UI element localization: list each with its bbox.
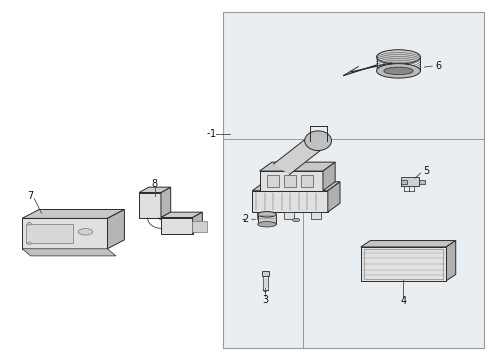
- Polygon shape: [274, 135, 326, 175]
- Text: 3: 3: [263, 295, 269, 305]
- Polygon shape: [107, 210, 124, 249]
- Bar: [26, 224, 73, 243]
- Ellipse shape: [305, 131, 331, 150]
- Ellipse shape: [376, 64, 420, 78]
- Bar: [267, 175, 279, 187]
- Bar: [284, 212, 294, 219]
- Bar: [301, 175, 313, 187]
- Bar: [223, 12, 484, 348]
- Bar: [419, 180, 425, 184]
- Ellipse shape: [384, 67, 413, 75]
- Bar: [260, 171, 323, 191]
- Text: -: -: [242, 214, 245, 224]
- Text: 5: 5: [423, 166, 429, 176]
- Ellipse shape: [261, 218, 268, 222]
- Text: 1: 1: [210, 129, 217, 139]
- Ellipse shape: [293, 218, 300, 222]
- Polygon shape: [193, 212, 202, 234]
- Polygon shape: [161, 212, 202, 217]
- Polygon shape: [323, 162, 335, 191]
- Polygon shape: [328, 182, 340, 212]
- Polygon shape: [161, 187, 171, 217]
- Bar: [401, 177, 419, 186]
- Text: 2: 2: [243, 214, 249, 224]
- Text: 8: 8: [152, 179, 158, 189]
- Bar: [364, 249, 443, 279]
- Polygon shape: [139, 187, 171, 193]
- Polygon shape: [22, 249, 116, 256]
- Text: 7: 7: [27, 191, 33, 201]
- Polygon shape: [361, 240, 456, 247]
- Bar: [22, 219, 107, 249]
- Text: -: -: [207, 129, 210, 139]
- Bar: [252, 191, 328, 212]
- Bar: [257, 212, 267, 219]
- Ellipse shape: [258, 222, 276, 227]
- Bar: [139, 193, 161, 217]
- Polygon shape: [252, 182, 340, 191]
- Bar: [311, 212, 320, 219]
- Ellipse shape: [376, 50, 420, 64]
- Bar: [192, 221, 207, 232]
- Bar: [361, 247, 446, 281]
- Bar: [161, 217, 193, 234]
- Text: 6: 6: [435, 61, 441, 71]
- Ellipse shape: [27, 222, 31, 225]
- Ellipse shape: [78, 229, 93, 235]
- Text: 4: 4: [400, 296, 406, 306]
- Bar: [258, 214, 276, 224]
- Polygon shape: [22, 210, 124, 219]
- Bar: [401, 180, 407, 184]
- Bar: [284, 175, 296, 187]
- Polygon shape: [446, 240, 456, 281]
- Ellipse shape: [258, 212, 276, 217]
- Polygon shape: [260, 162, 335, 171]
- Bar: [262, 271, 270, 276]
- Ellipse shape: [27, 242, 31, 245]
